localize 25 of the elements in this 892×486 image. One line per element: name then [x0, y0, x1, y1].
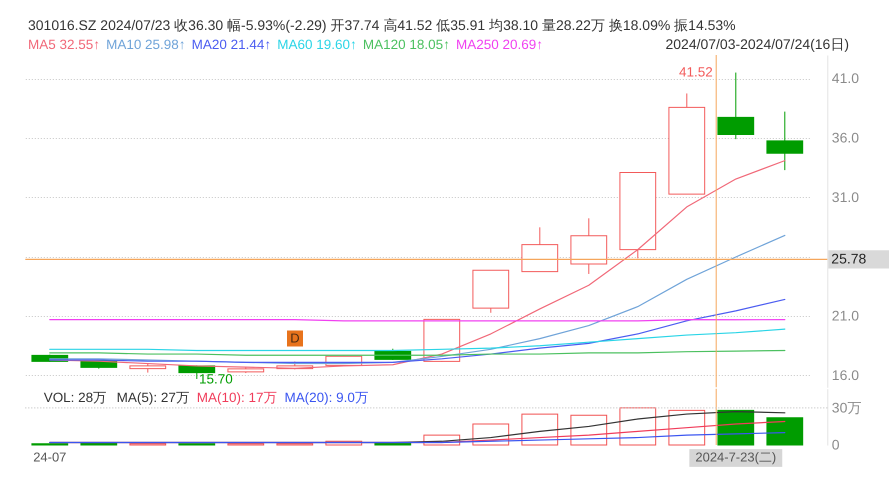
text: MA10 25.98↑ — [106, 37, 186, 52]
annotation: 15.70 — [199, 371, 233, 386]
text: MA5 32.55↑ — [28, 37, 100, 52]
y-tick-label: 36.0 — [832, 130, 860, 146]
text: MA(10): 17万 — [196, 390, 277, 406]
y-tick-label: 30万 — [832, 399, 862, 416]
chart-subtitle: 2024/07/03-2024/07/24(16日) — [665, 36, 849, 52]
y-tick-label: 31.0 — [832, 188, 860, 205]
text: MA(20): 9.0万 — [284, 390, 368, 406]
x-tick-label: 24-07 — [33, 450, 66, 464]
chart-title: VOL: 28万 — [44, 390, 106, 406]
chart-title: 301016.SZ 2024/07/23 收36.30 幅-5.93%(-2.29) 开37.74 高41.52 低35.91 均38.10 量28.22万 换18.09% 振14.53% — [28, 17, 736, 33]
text: MA20 21.44↑ — [192, 37, 272, 52]
text: MA(5): 27万 — [116, 390, 189, 406]
x-tick-label: 2024-7-23(二) — [695, 450, 776, 464]
y-tick-label: 0 — [832, 436, 840, 452]
y-tick-label: 16.0 — [832, 366, 860, 383]
text: MA250 20.69↑ — [456, 37, 543, 52]
text: MA120 18.05↑ — [362, 37, 450, 52]
y-tick-label: 41.0 — [832, 70, 860, 86]
text: MA60 19.60↑ — [277, 37, 357, 52]
y-tick-label: 21.0 — [832, 308, 860, 324]
ref-line-label: 25.78 — [831, 250, 867, 266]
annotation: 41.52 — [679, 64, 713, 80]
annotation: D — [290, 330, 300, 346]
